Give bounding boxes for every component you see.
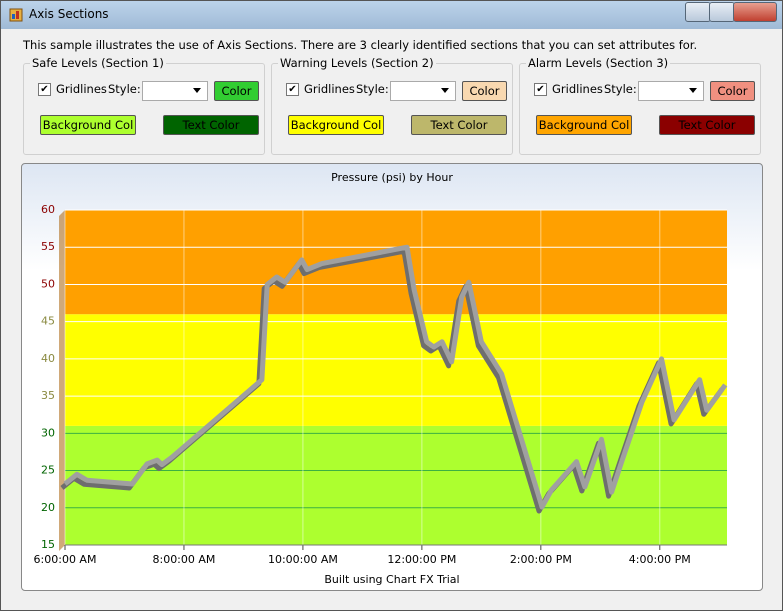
title-bar: Axis Sections bbox=[1, 1, 782, 29]
axis-section bbox=[65, 210, 727, 315]
gridlines-checkbox[interactable]: ✔ bbox=[38, 83, 51, 96]
style-select[interactable] bbox=[390, 81, 456, 101]
color-button[interactable]: Color bbox=[214, 81, 259, 101]
group-box: Warning Levels (Section 2) ✔ Gridlines Styl… bbox=[271, 56, 513, 155]
x-tick-label: 2:00:00 PM bbox=[510, 553, 572, 566]
group-title: Safe Levels (Section 1) bbox=[30, 56, 166, 70]
style-select[interactable] bbox=[638, 81, 704, 101]
chart: Pressure (psi) by Hour Built using Chart… bbox=[34, 171, 728, 586]
y-tick-label: 25 bbox=[41, 464, 55, 477]
dropdown-arrow bbox=[193, 88, 201, 93]
group-box: Alarm Levels (Section 3) ✔ Gridlines Style:… bbox=[519, 56, 761, 155]
color-button[interactable]: Color bbox=[462, 81, 507, 101]
x-tick-label: 4:00:00 PM bbox=[629, 553, 691, 566]
style-label: Style: bbox=[356, 82, 389, 96]
text-color-button[interactable]: Text Color bbox=[163, 115, 259, 135]
group-title: Alarm Levels (Section 3) bbox=[526, 56, 671, 70]
close-button[interactable] bbox=[733, 2, 777, 22]
background-button[interactable]: Background Col bbox=[40, 115, 136, 135]
gridlines-label: Gridlines bbox=[56, 82, 107, 96]
background-button[interactable]: Background Col bbox=[536, 115, 632, 135]
chart-footer: Built using Chart FX Trial bbox=[324, 573, 459, 586]
gridlines-label: Gridlines bbox=[304, 82, 355, 96]
left-wall bbox=[59, 210, 65, 551]
axis-section bbox=[65, 425, 727, 545]
y-tick-label: 45 bbox=[41, 315, 55, 328]
x-tick-label: 10:00:00 AM bbox=[268, 553, 338, 566]
background-button[interactable]: Background Col bbox=[288, 115, 384, 135]
x-tick-label: 6:00:00 AM bbox=[34, 553, 97, 566]
x-tick-label: 8:00:00 AM bbox=[152, 553, 215, 566]
gridlines-checkbox[interactable]: ✔ bbox=[286, 83, 299, 96]
text-color-button[interactable]: Text Color bbox=[659, 115, 755, 135]
y-tick-label: 20 bbox=[41, 501, 55, 514]
y-tick-label: 30 bbox=[41, 426, 55, 439]
color-button[interactable]: Color bbox=[710, 81, 755, 101]
window-title: Axis Sections bbox=[29, 7, 109, 21]
style-select[interactable] bbox=[142, 81, 208, 101]
data-line bbox=[63, 244, 728, 510]
style-label: Style: bbox=[604, 82, 637, 96]
dropdown-arrow bbox=[441, 88, 449, 93]
x-tick-label: 12:00:00 PM bbox=[387, 553, 456, 566]
y-tick-label: 50 bbox=[41, 277, 55, 290]
axis-section bbox=[65, 314, 727, 426]
gridlines-checkbox[interactable]: ✔ bbox=[534, 83, 547, 96]
description: This sample illustrates the use of Axis … bbox=[23, 38, 698, 52]
group-box: Safe Levels (Section 1) ✔ Gridlines Style: C… bbox=[23, 56, 265, 155]
dropdown-arrow bbox=[689, 88, 697, 93]
app-icon bbox=[9, 8, 23, 22]
y-tick-label: 55 bbox=[41, 240, 55, 253]
chart-panel: Pressure (psi) by Hour Built using Chart… bbox=[21, 163, 763, 591]
y-tick-label: 40 bbox=[41, 352, 55, 365]
style-label: Style: bbox=[108, 82, 141, 96]
gridlines-label: Gridlines bbox=[552, 82, 603, 96]
y-tick-label: 60 bbox=[41, 203, 55, 216]
maximize-button[interactable] bbox=[709, 2, 735, 22]
text-color-button[interactable]: Text Color bbox=[411, 115, 507, 135]
chart-title: Pressure (psi) by Hour bbox=[331, 171, 453, 184]
y-tick-label: 15 bbox=[41, 538, 55, 551]
minimize-button[interactable] bbox=[685, 2, 711, 22]
y-tick-label: 35 bbox=[41, 389, 55, 402]
group-title: Warning Levels (Section 2) bbox=[278, 56, 436, 70]
